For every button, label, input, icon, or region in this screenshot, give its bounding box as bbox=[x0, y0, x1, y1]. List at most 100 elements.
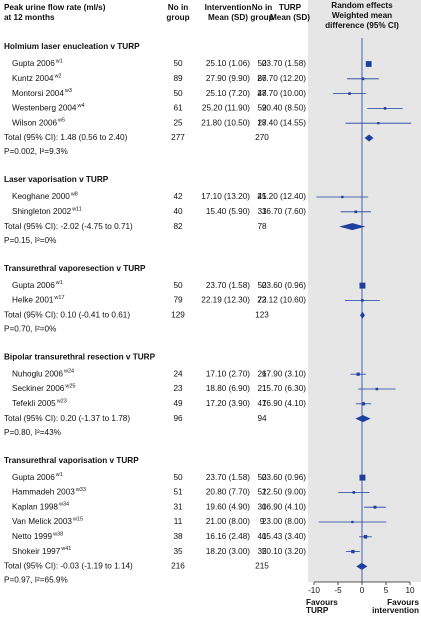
study-ref: w17 bbox=[53, 295, 64, 301]
effect-square bbox=[354, 210, 358, 214]
n-turp: 73 bbox=[257, 296, 267, 305]
total-n-turp: 270 bbox=[255, 133, 269, 142]
turp-mean: 18.40 (14.55) bbox=[257, 118, 306, 127]
intervention-mean: 21.80 (10.50) bbox=[201, 118, 250, 127]
turp-mean: 23.60 (0.96) bbox=[262, 281, 306, 290]
intervention-mean: 17.10 (2.70) bbox=[206, 369, 250, 378]
study-ref: w1 bbox=[55, 58, 63, 64]
total-n-turp: 123 bbox=[255, 310, 269, 319]
study-ref: w24 bbox=[63, 369, 74, 375]
turp-mean: 20.10 (3.20) bbox=[262, 547, 306, 556]
n-turp: 21 bbox=[257, 384, 267, 393]
intervention-mean: 22.19 (12.30) bbox=[201, 296, 250, 305]
n-intervention: 50 bbox=[173, 281, 183, 290]
column-header: Random effects bbox=[331, 1, 393, 10]
study-name: Westenberg 2004 bbox=[12, 104, 77, 113]
effect-square bbox=[359, 474, 366, 481]
intervention-mean: 25.10 (1.06) bbox=[206, 59, 250, 68]
x-tick-label: -5 bbox=[334, 586, 342, 595]
n-turp: 45 bbox=[257, 192, 267, 201]
total-diamond bbox=[355, 415, 371, 423]
intervention-mean: 23.70 (1.58) bbox=[206, 473, 250, 482]
study-ref: w3 bbox=[64, 88, 72, 94]
effect-square bbox=[361, 77, 365, 81]
intervention-mean: 25.10 (7.20) bbox=[206, 89, 250, 98]
group-title: Transurethral vaporisation v TURP bbox=[4, 456, 139, 465]
heterogeneity: P=0.15, I²=0% bbox=[4, 236, 56, 245]
column-header: group bbox=[166, 13, 189, 22]
total-diamond bbox=[356, 562, 368, 570]
effect-square bbox=[351, 549, 355, 554]
study-name: Wilson 2006 bbox=[12, 118, 58, 127]
n-turp: 50 bbox=[257, 281, 267, 290]
x-tick-label: 0 bbox=[360, 586, 365, 595]
study-ref: w11 bbox=[71, 206, 82, 212]
intervention-mean: 17.10 (13.20) bbox=[201, 192, 250, 201]
total-n-intervention: 129 bbox=[171, 310, 185, 319]
n-turp: 48 bbox=[257, 89, 267, 98]
n-intervention: 89 bbox=[173, 74, 183, 83]
turp-mean: 22.50 (9.00) bbox=[262, 488, 306, 497]
n-intervention: 79 bbox=[173, 296, 183, 305]
favours-right: Favours bbox=[387, 598, 419, 607]
n-intervention: 40 bbox=[173, 207, 183, 216]
n-turp: 47 bbox=[257, 399, 267, 408]
total-n-intervention: 96 bbox=[173, 414, 183, 423]
total-n-intervention: 216 bbox=[171, 562, 185, 571]
study-ref: w25 bbox=[64, 383, 75, 389]
turp-mean: 23.00 (8.00) bbox=[262, 517, 306, 526]
n-intervention: 38 bbox=[173, 532, 183, 541]
n-intervention: 25 bbox=[173, 118, 183, 127]
total-label: Total (95% CI): 1.48 (0.56 to 2.40) bbox=[4, 133, 128, 142]
n-intervention: 61 bbox=[173, 104, 183, 113]
total-label: Total (95% CI): -2.02 (-4.75 to 0.71) bbox=[4, 222, 133, 231]
n-turp: 9 bbox=[260, 517, 265, 526]
n-intervention: 11 bbox=[174, 517, 183, 526]
study-name: Hammadeh 2003 bbox=[12, 488, 75, 497]
effect-square bbox=[383, 107, 387, 110]
turp-mean: 16.70 (7.60) bbox=[262, 207, 306, 216]
total-diamond bbox=[360, 311, 365, 319]
effect-square bbox=[359, 282, 366, 289]
n-intervention: 24 bbox=[173, 369, 183, 378]
study-ref: w5 bbox=[57, 118, 65, 124]
study-name: Nuhoglu 2006 bbox=[12, 369, 63, 378]
n-turp: 33 bbox=[257, 207, 267, 216]
n-turp: 40 bbox=[257, 532, 267, 541]
n-turp: 27 bbox=[257, 118, 267, 127]
turp-mean: 15.70 (6.30) bbox=[262, 384, 306, 393]
turp-mean: 16.90 (4.10) bbox=[262, 502, 306, 511]
column-header: group bbox=[250, 13, 273, 22]
effect-square bbox=[365, 61, 372, 67]
study-name: Montorsi 2004 bbox=[12, 89, 64, 98]
effect-square bbox=[361, 299, 364, 302]
effect-square bbox=[373, 505, 377, 509]
total-n-turp: 94 bbox=[257, 414, 267, 423]
study-ref: w33 bbox=[75, 487, 86, 493]
study-ref: w2 bbox=[53, 73, 61, 79]
turp-mean: 23.70 (1.58) bbox=[262, 59, 306, 68]
group-title: Transurethral vaporesection v TURP bbox=[4, 264, 146, 273]
turp-mean: 23.60 (0.96) bbox=[262, 473, 306, 482]
n-turp: 50 bbox=[257, 473, 267, 482]
intervention-mean: 20.80 (7.70) bbox=[206, 488, 250, 497]
column-header: Mean (SD) bbox=[208, 13, 248, 22]
study-name: Van Melick 2003 bbox=[12, 517, 72, 526]
group-title: Bipolar transurethral resection v TURP bbox=[4, 352, 156, 361]
favours-left: TURP bbox=[306, 606, 329, 615]
effect-square bbox=[361, 402, 366, 406]
x-tick-label: 10 bbox=[405, 586, 415, 595]
n-intervention: 51 bbox=[173, 488, 183, 497]
study-ref: w4 bbox=[76, 103, 84, 109]
n-turp: 50 bbox=[257, 59, 267, 68]
study-ref: w8 bbox=[70, 191, 78, 197]
n-intervention: 50 bbox=[173, 59, 183, 68]
effect-square bbox=[363, 535, 368, 539]
effect-square bbox=[348, 92, 351, 95]
n-intervention: 49 bbox=[173, 399, 183, 408]
column-header: Peak urine flow rate (ml/s) bbox=[4, 3, 106, 12]
turp-mean: 21.20 (12.40) bbox=[257, 192, 306, 201]
study-ref: w23 bbox=[56, 398, 67, 404]
intervention-mean: 18.80 (6.90) bbox=[206, 384, 250, 393]
